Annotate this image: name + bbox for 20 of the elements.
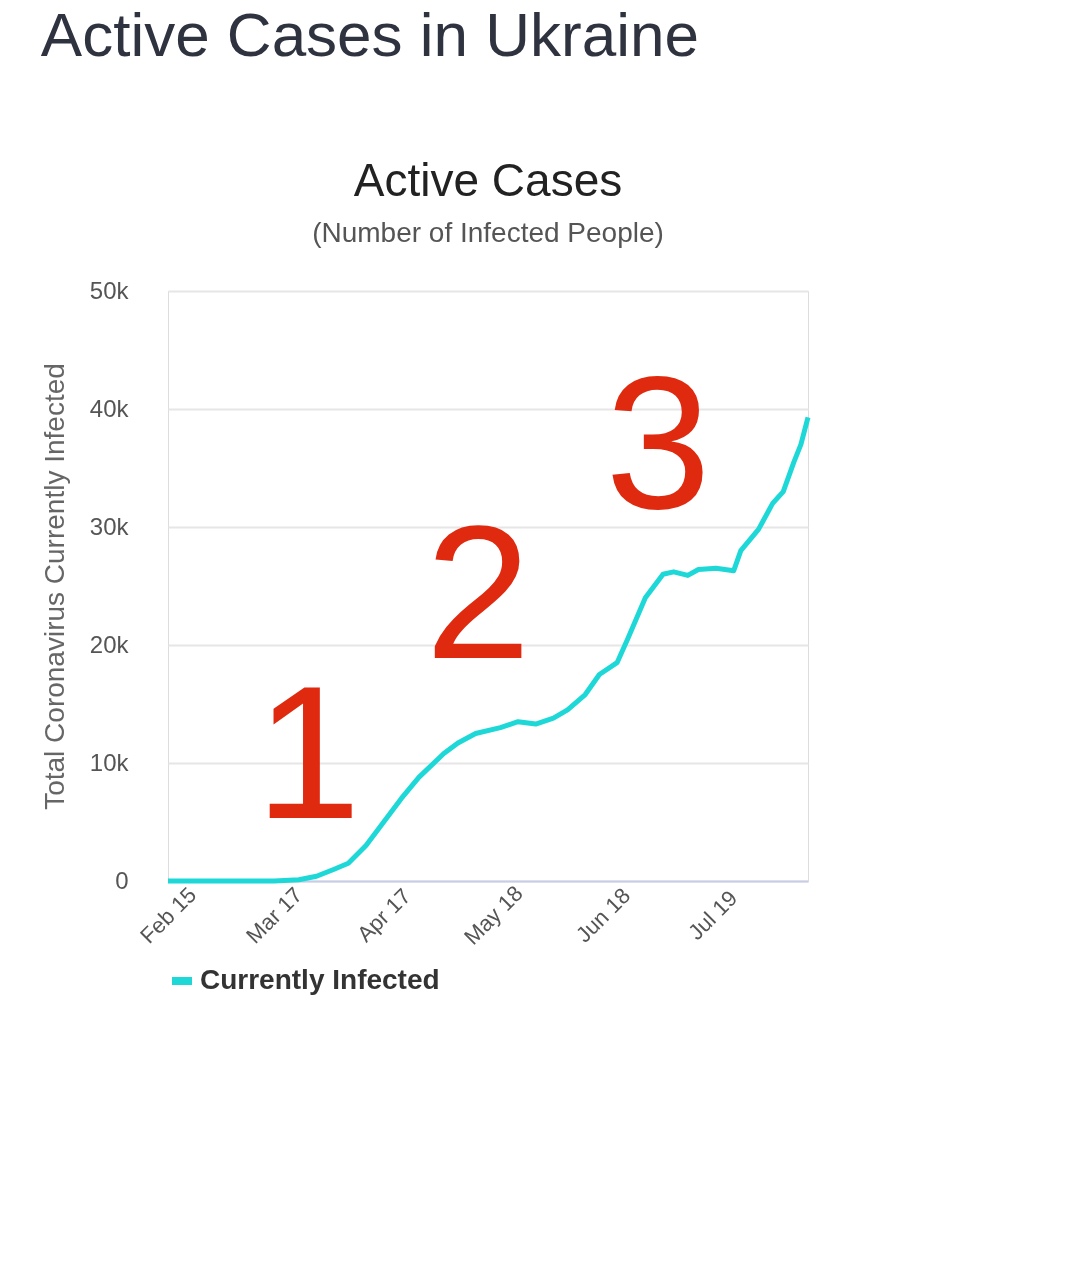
y-tick-label: 20k <box>89 630 130 658</box>
y-tick-label: 40k <box>89 394 130 422</box>
text: Active Cases in Ukraine <box>40 0 699 69</box>
y-tick-label: 50k <box>89 276 130 304</box>
x-tick-label: May 18 <box>459 880 528 950</box>
x-tick-label: Jun 18 <box>570 882 636 948</box>
annotation: 2 <box>425 486 531 698</box>
chart-subtitle: (Number of Infected People) <box>312 217 664 248</box>
x-tick-label: Feb 15 <box>135 882 202 949</box>
y-tick-label: 30k <box>89 512 130 540</box>
y-axis-title: Total Coronavirus Currently Infected <box>38 363 70 810</box>
annotation: 1 <box>255 646 361 858</box>
y-tick-label: 10k <box>89 748 130 776</box>
legend-label: Currently Infected <box>200 964 440 995</box>
chart-title: Active Cases <box>353 154 623 206</box>
x-tick-label: Jul 19 <box>683 885 743 945</box>
x-tick-label: Apr 17 <box>352 883 416 947</box>
annotation: 3 <box>605 336 711 548</box>
x-tick-label: Mar 17 <box>241 882 308 949</box>
y-tick-label: 0 <box>115 866 129 894</box>
